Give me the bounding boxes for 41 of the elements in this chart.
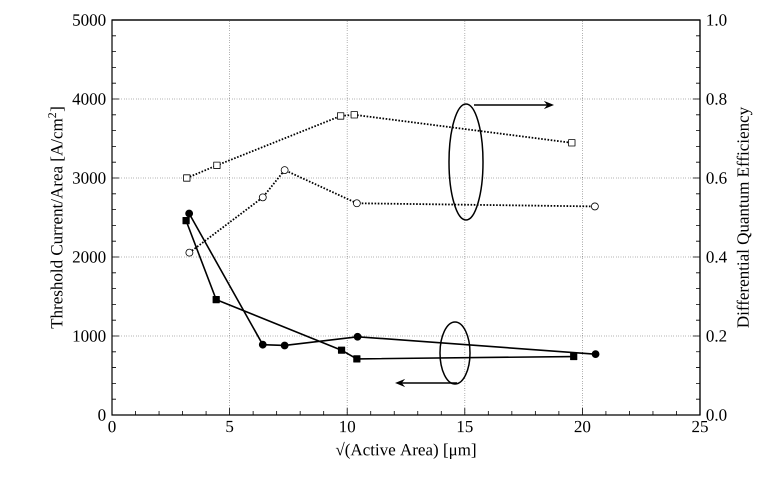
point xyxy=(590,202,599,210)
y2-tick-label: 0.8 xyxy=(706,93,726,105)
x-tick-label: 10 xyxy=(340,420,356,432)
point xyxy=(354,332,362,341)
y2-tick-label: 1.0 xyxy=(707,14,726,26)
point xyxy=(592,350,600,358)
point xyxy=(280,342,289,350)
point xyxy=(350,111,358,118)
point xyxy=(352,199,361,208)
y-tick-label: 4000 xyxy=(72,93,106,105)
x-tick-label: 15 xyxy=(458,420,473,432)
x-tick-label: 20 xyxy=(574,420,590,432)
x-tick-label: 5 xyxy=(226,420,234,432)
point xyxy=(185,210,194,218)
y-tick-label: 2000 xyxy=(72,251,106,263)
y-tick-label: 0 xyxy=(98,409,106,421)
point xyxy=(212,296,220,304)
x-tick-label: 25 xyxy=(692,420,708,432)
point xyxy=(280,166,289,174)
y2-tick-label: 0.2 xyxy=(706,330,726,342)
y2-tick-label: 0.0 xyxy=(706,409,726,421)
point xyxy=(258,340,267,349)
point xyxy=(353,355,360,362)
point xyxy=(568,139,576,146)
y-axis-title: Threshold Current/Area [A/cm$^{2}$] xyxy=(48,107,65,328)
y-tick-label: 5000 xyxy=(73,14,106,26)
y-tick-label: 3000 xyxy=(72,172,106,184)
point xyxy=(182,217,190,224)
y2-tick-label: 0.4 xyxy=(706,251,727,263)
point xyxy=(185,248,194,257)
y2-axis-title: Differential Quantum Efficiency xyxy=(736,106,752,328)
y2-tick-label: 0.6 xyxy=(706,172,727,184)
point xyxy=(338,346,346,354)
point xyxy=(183,174,190,182)
point xyxy=(258,193,267,202)
y-tick-label: 1000 xyxy=(74,330,106,342)
x-axis-title: √(Active Area) [μm] xyxy=(336,442,476,459)
point xyxy=(570,352,578,360)
point xyxy=(337,112,344,120)
point xyxy=(213,162,221,169)
x-tick-label: 0 xyxy=(108,420,116,432)
